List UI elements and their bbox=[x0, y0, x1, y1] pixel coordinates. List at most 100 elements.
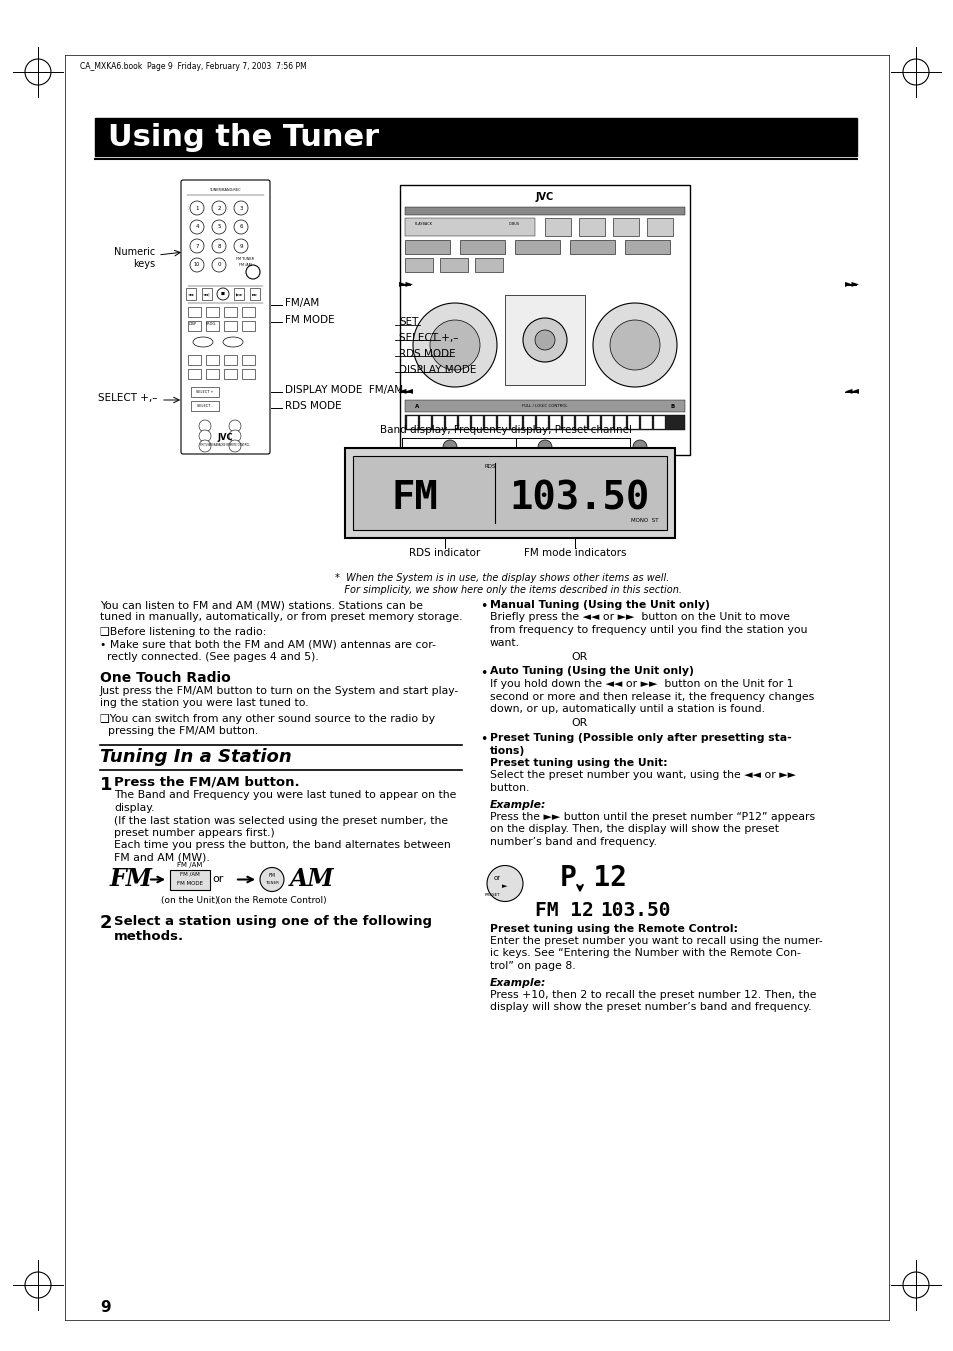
Bar bbox=[459, 240, 504, 254]
Text: Using the Tuner: Using the Tuner bbox=[108, 123, 378, 151]
Bar bbox=[484, 416, 496, 430]
Text: 9: 9 bbox=[100, 1301, 111, 1316]
Bar bbox=[405, 240, 450, 254]
Text: number’s band and frequency.: number’s band and frequency. bbox=[490, 838, 657, 847]
Text: Auto Tuning (Using the Unit only): Auto Tuning (Using the Unit only) bbox=[490, 666, 693, 677]
Text: 2: 2 bbox=[100, 915, 112, 932]
Circle shape bbox=[190, 239, 204, 253]
Text: • Make sure that both the FM and AM (MW) antennas are cor-: • Make sure that both the FM and AM (MW)… bbox=[100, 639, 436, 650]
Text: Select the preset number you want, using the ◄◄ or ►►: Select the preset number you want, using… bbox=[490, 770, 795, 781]
Circle shape bbox=[537, 440, 552, 454]
Bar bbox=[439, 258, 468, 272]
Bar bbox=[95, 118, 856, 155]
Circle shape bbox=[486, 866, 522, 901]
Text: 103.50: 103.50 bbox=[509, 480, 649, 517]
Text: 8: 8 bbox=[217, 243, 220, 249]
Text: ◄◄: ◄◄ bbox=[844, 385, 859, 394]
Text: Press the FM/AM button.: Press the FM/AM button. bbox=[113, 775, 299, 789]
Bar bbox=[511, 416, 521, 430]
Text: Example:: Example: bbox=[490, 978, 546, 988]
Text: 1: 1 bbox=[100, 775, 112, 793]
Text: preset number appears first.): preset number appears first.) bbox=[113, 828, 274, 838]
Text: AM: AM bbox=[290, 867, 335, 892]
Text: PROG.: PROG. bbox=[205, 322, 216, 326]
Circle shape bbox=[190, 201, 204, 215]
Circle shape bbox=[233, 239, 248, 253]
Bar bbox=[206, 355, 219, 365]
Text: (on the Remote Control): (on the Remote Control) bbox=[217, 896, 327, 905]
Bar bbox=[646, 218, 672, 236]
Bar bbox=[224, 355, 236, 365]
Bar bbox=[188, 307, 201, 317]
Bar bbox=[188, 355, 201, 365]
Circle shape bbox=[413, 303, 497, 386]
Bar bbox=[405, 207, 684, 215]
Text: Select a station using one of the following: Select a station using one of the follow… bbox=[113, 915, 432, 928]
Bar bbox=[206, 322, 219, 331]
Text: •: • bbox=[479, 734, 487, 746]
Circle shape bbox=[233, 201, 248, 215]
Circle shape bbox=[633, 440, 646, 454]
Text: Preset tuning using the Remote Control:: Preset tuning using the Remote Control: bbox=[490, 924, 738, 934]
Bar bbox=[224, 307, 236, 317]
Text: CA_MXKA6.book  Page 9  Friday, February 7, 2003  7:56 PM: CA_MXKA6.book Page 9 Friday, February 7,… bbox=[80, 62, 307, 72]
Text: ❑Before listening to the radio:: ❑Before listening to the radio: bbox=[100, 627, 266, 638]
Bar bbox=[515, 240, 559, 254]
Text: OR: OR bbox=[571, 719, 587, 728]
Bar bbox=[405, 415, 684, 430]
Text: FM MODE: FM MODE bbox=[285, 315, 335, 326]
Text: You can listen to FM and AM (MW) stations. Stations can be: You can listen to FM and AM (MW) station… bbox=[100, 600, 422, 611]
Text: or: or bbox=[213, 874, 223, 885]
Circle shape bbox=[233, 220, 248, 234]
Text: Enter the preset number you want to recall using the numer-: Enter the preset number you want to reca… bbox=[490, 936, 821, 946]
Bar bbox=[186, 288, 195, 300]
Text: ing the station you were last tuned to.: ing the station you were last tuned to. bbox=[100, 698, 309, 708]
Text: Preset Tuning (Possible only after presetting sta-: Preset Tuning (Possible only after prese… bbox=[490, 734, 791, 743]
Bar bbox=[353, 457, 666, 530]
Circle shape bbox=[593, 303, 677, 386]
Text: 7: 7 bbox=[195, 243, 198, 249]
Text: OR: OR bbox=[571, 653, 587, 662]
Bar bbox=[578, 218, 604, 236]
Text: DISPLAY MODE: DISPLAY MODE bbox=[398, 365, 476, 376]
Text: want.: want. bbox=[490, 638, 519, 647]
Bar bbox=[458, 416, 470, 430]
Text: FM and AM (MW).: FM and AM (MW). bbox=[113, 852, 210, 863]
Text: FM TUNER/KARAOKE REMOTE CONTROL: FM TUNER/KARAOKE REMOTE CONTROL bbox=[200, 443, 250, 447]
Bar bbox=[242, 369, 254, 380]
Bar bbox=[170, 870, 210, 889]
Text: ◄◄: ◄◄ bbox=[188, 292, 193, 296]
Bar bbox=[446, 416, 456, 430]
Bar bbox=[399, 185, 689, 455]
Text: One Touch Radio: One Touch Radio bbox=[100, 670, 231, 685]
Circle shape bbox=[522, 317, 566, 362]
Text: SET: SET bbox=[398, 317, 418, 327]
Bar bbox=[188, 369, 201, 380]
Circle shape bbox=[212, 258, 226, 272]
Circle shape bbox=[212, 220, 226, 234]
Bar bbox=[345, 449, 675, 538]
Text: tuned in manually, automatically, or from preset memory storage.: tuned in manually, automatically, or fro… bbox=[100, 612, 462, 623]
Text: Example:: Example: bbox=[490, 800, 546, 809]
Text: FM mode indicators: FM mode indicators bbox=[523, 549, 625, 558]
Text: ❑You can switch from any other sound source to the radio by: ❑You can switch from any other sound sou… bbox=[100, 713, 435, 724]
Text: (If the last station was selected using the preset number, the: (If the last station was selected using … bbox=[113, 816, 448, 825]
Text: JVC: JVC bbox=[536, 192, 554, 203]
Ellipse shape bbox=[223, 336, 243, 347]
Text: 2: 2 bbox=[217, 205, 220, 211]
Text: display will show the preset number’s band and frequency.: display will show the preset number’s ba… bbox=[490, 1002, 811, 1012]
Text: FM: FM bbox=[268, 873, 275, 878]
Text: The Band and Frequency you were last tuned to appear on the: The Band and Frequency you were last tun… bbox=[113, 790, 456, 801]
Text: JVC: JVC bbox=[217, 432, 233, 442]
Text: Manual Tuning (Using the Unit only): Manual Tuning (Using the Unit only) bbox=[490, 600, 709, 611]
Text: FM 12: FM 12 bbox=[535, 901, 593, 920]
Bar bbox=[405, 258, 433, 272]
Text: display.: display. bbox=[113, 802, 154, 813]
Text: SELECT –: SELECT – bbox=[196, 404, 213, 408]
Bar bbox=[550, 416, 560, 430]
Text: or: or bbox=[493, 875, 500, 881]
Circle shape bbox=[199, 430, 211, 442]
Bar bbox=[588, 416, 599, 430]
Text: If you hold down the ◄◄ or ►►  button on the Unit for 1: If you hold down the ◄◄ or ►► button on … bbox=[490, 680, 793, 689]
Text: D-BUS: D-BUS bbox=[509, 222, 519, 226]
